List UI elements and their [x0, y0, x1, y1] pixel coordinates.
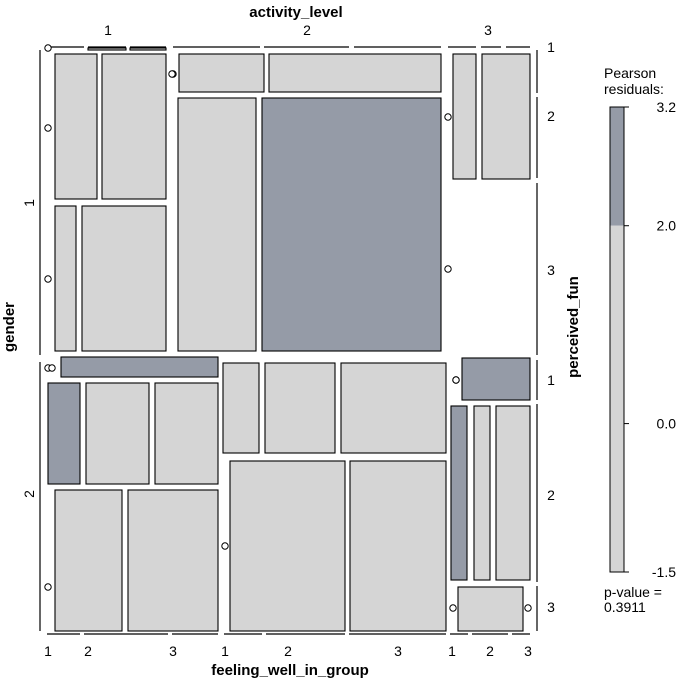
legend-bar-outline	[609, 106, 625, 573]
legend-ticks: 3.2 2.0 0.0 -1.5	[624, 99, 676, 580]
top-level-label-2: 2	[303, 22, 311, 38]
right-level-label-3b: 3	[547, 599, 555, 615]
cell-g1-a2-f2-p1-tile	[178, 53, 265, 93]
legend-segment-positive	[610, 107, 624, 226]
cell-g1-a1-f2-p1-tile	[87, 47, 127, 51]
cell-g1-a1-f3-p1-tile	[129, 47, 167, 51]
right-level-label-2a: 2	[547, 108, 555, 124]
bottom-level-label-c1: 1	[448, 643, 456, 659]
bottom-level-label-a3: 3	[169, 643, 177, 659]
spine-zero-marker-3	[168, 70, 176, 78]
cell-g2-a3-f2-p2-tile	[473, 405, 491, 581]
left-variable-title: gender	[1, 302, 18, 352]
cell-g2-a3-f3-p2-tile	[495, 405, 531, 581]
bottom-level-label-a2: 2	[84, 643, 92, 659]
cell-g2-a2-f2-p3-tile	[229, 460, 346, 632]
left-level-label-2: 2	[21, 490, 37, 498]
legend-tick-label-4: -1.5	[652, 564, 676, 580]
cell-g2-a1-f1-p2-tile	[47, 382, 81, 485]
legend-segment-neutral	[610, 225, 624, 573]
cell-g1-a2-f2-p2-tile	[261, 97, 442, 352]
cell-g2-a2-f2-p2-tile	[264, 362, 336, 454]
legend-tick-label-2: 2.0	[657, 218, 677, 234]
mosaic-tiles	[44, 44, 532, 632]
cell-g2-a3-f3-p1-tile	[461, 357, 531, 401]
cell-g2-a1-f2-p1-tile	[60, 356, 219, 378]
cell-g1-a2-f3-p2-zero-marker	[444, 113, 452, 121]
cell-g2-a2-f1-p3-zero-marker	[221, 542, 229, 550]
cell-g2-a1-f3-p3-tile	[127, 489, 219, 632]
margin-spines	[39, 46, 538, 635]
cell-g2-a3-f2-p3-tile	[457, 586, 524, 632]
right-level-label-1b: 1	[547, 372, 555, 388]
p-value-label: p-value =	[604, 584, 662, 600]
bottom-level-label-c3: 3	[524, 643, 532, 659]
cell-g1-a1-f1-p3-zero-marker	[44, 275, 52, 283]
top-level-label-1: 1	[104, 22, 112, 38]
bottom-level-label-b2: 2	[284, 643, 292, 659]
right-variable-title: perceived_fun	[565, 276, 582, 378]
bottom-variable-title: feeling_well_in_group	[211, 662, 369, 679]
cell-g1-a1-f2-p2-tile	[54, 53, 98, 200]
cell-g2-a3-f3-p3-zero-marker	[524, 604, 532, 612]
cell-g1-a1-f1-p2-zero-marker	[44, 124, 52, 132]
top-variable-title: activity_level	[249, 4, 342, 21]
cell-g1-a2-f3-p1-tile	[268, 53, 442, 93]
cell-g1-a3-f3-p1-zero-marker	[444, 265, 452, 273]
cell-g1-a1-f3-p2-tile	[101, 53, 167, 200]
left-level-label-1: 1	[21, 199, 37, 207]
cell-g2-a1-f2-p2-tile	[85, 382, 150, 485]
cell-g1-a1-f1-p1-zero-marker	[44, 44, 52, 52]
cell-g1-a1-f3-p3-tile	[81, 205, 167, 352]
cell-g2-a2-f1-p2-tile	[222, 362, 260, 454]
cell-g2-a1-f2-p3-tile	[54, 489, 123, 632]
legend-tick-label-1: 3.2	[657, 99, 677, 115]
cell-g2-a1-f1-p3-zero-marker	[44, 583, 52, 591]
legend: Pearson residuals: 3.2 2.0 0.0 -1.5 p-value…	[604, 65, 676, 615]
legend-title-line1: Pearson	[604, 65, 656, 81]
cell-g2-a1-f3-p2-tile	[154, 382, 219, 485]
cell-g2-a2-f3-p2-tile	[340, 362, 447, 454]
right-level-label-3a: 3	[547, 262, 555, 278]
right-level-label-1a: 1	[547, 39, 555, 55]
top-level-label-3: 3	[484, 22, 492, 38]
cell-g2-a2-f3-p3-tile	[349, 460, 447, 632]
legend-tick-label-3: 0.0	[657, 416, 677, 432]
legend-title-line2: residuals:	[604, 81, 664, 97]
cell-g1-a1-f2-p3-tile	[54, 205, 77, 352]
cell-g1-a3-f1-p1-tile	[452, 53, 477, 180]
p-value: 0.3911	[604, 599, 646, 615]
legend-color-bar	[609, 106, 625, 573]
cell-g2-a3-f1-p2-tile	[450, 405, 468, 581]
cell-g1-a3-f2-p1-tile	[481, 53, 531, 180]
bottom-level-label-a1: 1	[44, 643, 52, 659]
bottom-level-label-b3: 3	[394, 643, 402, 659]
spine-zero-marker-1	[48, 364, 56, 372]
bottom-level-label-c2: 2	[486, 643, 494, 659]
cell-g1-a2-f1-p2-tile	[177, 97, 257, 352]
spine-zero-marker-2	[452, 376, 460, 384]
cell-g2-a3-f1-p3-zero-marker	[449, 604, 457, 612]
bottom-level-label-b1: 1	[221, 643, 229, 659]
right-level-label-2b: 2	[547, 487, 555, 503]
